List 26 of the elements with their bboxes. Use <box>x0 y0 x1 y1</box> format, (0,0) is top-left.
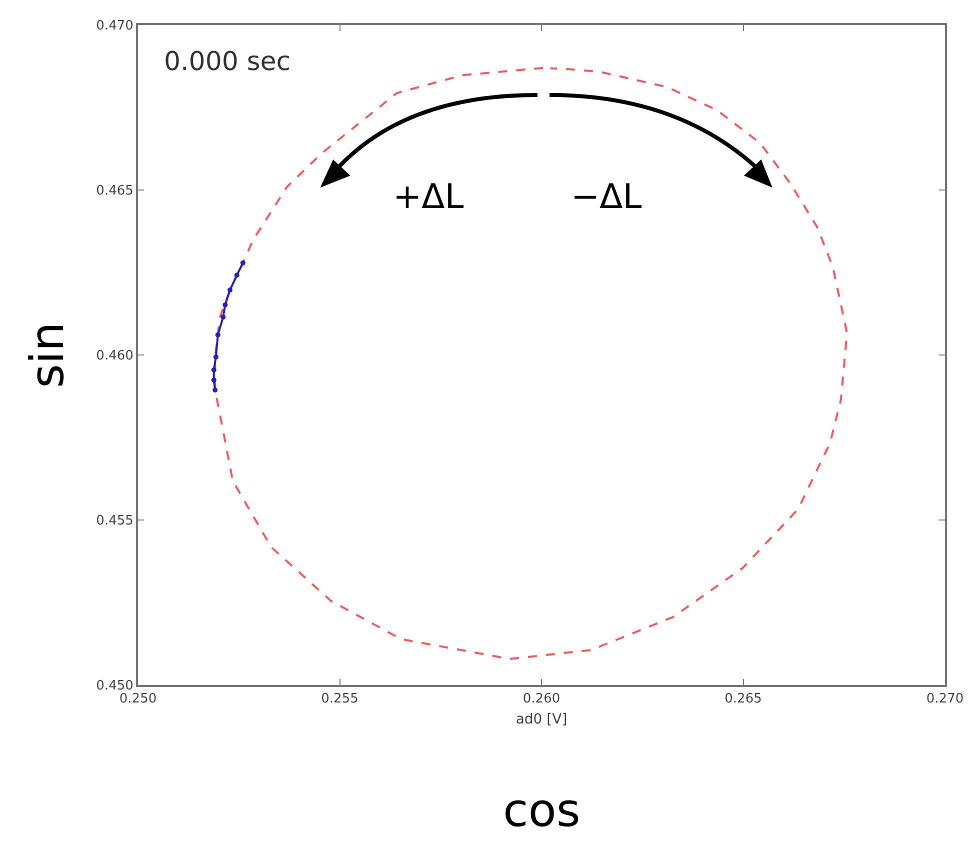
point <box>234 272 240 278</box>
point <box>212 387 218 392</box>
x-tick-label: 0.255 <box>321 692 358 707</box>
point <box>211 378 216 383</box>
y-tick-label: 0.460 <box>96 348 134 364</box>
x-tick-label: 0.260 <box>522 692 560 707</box>
annotation: 0.000 sec <box>164 47 291 77</box>
point <box>240 260 246 266</box>
point <box>228 287 232 292</box>
point <box>215 332 220 338</box>
y-tick-label: 0.455 <box>96 514 134 529</box>
point <box>222 302 228 308</box>
point <box>220 314 226 320</box>
x-axis-title: ad0 [V] <box>516 711 568 728</box>
x-tick-label: 0.265 <box>724 692 762 707</box>
annotation: +ΔL <box>393 177 464 217</box>
text: cos <box>503 783 580 837</box>
y-tick-label: 0.450 <box>96 678 134 694</box>
x-tick-label: 0.270 <box>926 692 964 707</box>
point <box>213 354 218 360</box>
annotation: −ΔL <box>571 177 642 217</box>
y-tick-label: 0.470 <box>96 18 134 34</box>
x-tick-label: 0.250 <box>119 692 157 707</box>
y-axis-title: sin <box>20 322 74 388</box>
point <box>211 367 216 372</box>
y-tick-label: 0.465 <box>96 184 134 199</box>
